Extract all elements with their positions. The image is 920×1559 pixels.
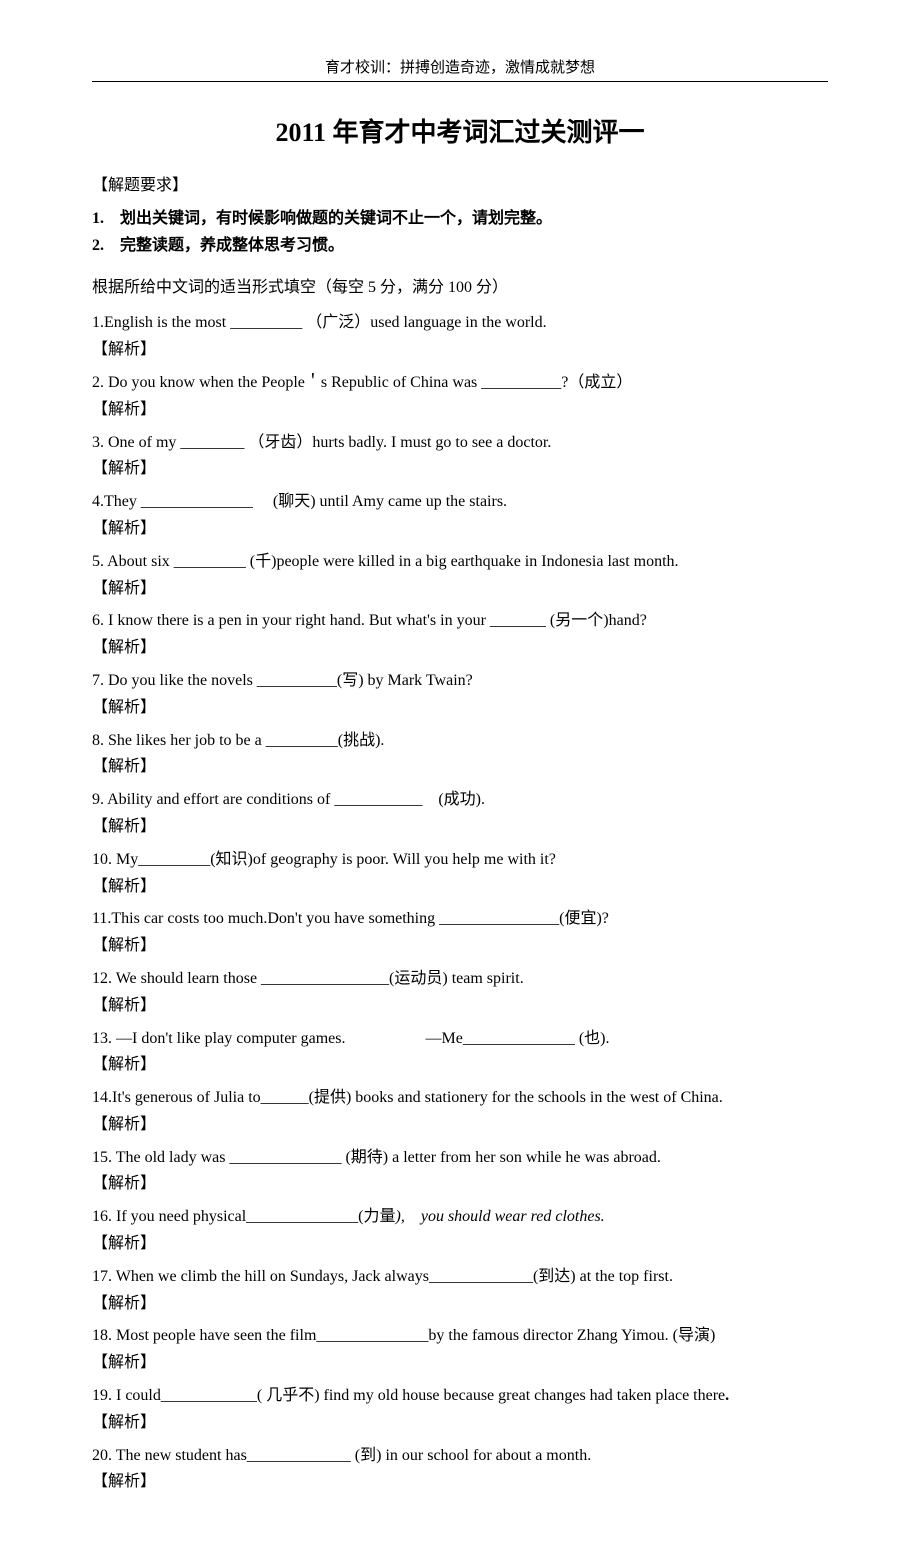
- question: 2. Do you know when the People＇s Republi…: [92, 371, 828, 396]
- question: 4.They ______________ (聊天) until Amy cam…: [92, 490, 828, 515]
- question: 13. —I don't like play computer games. —…: [92, 1027, 828, 1052]
- requirement-item: 2. 完整读题，养成整体思考习惯。: [92, 232, 828, 259]
- question: 20. The new student has_____________ (到)…: [92, 1444, 828, 1469]
- requirements-list: 1. 划出关键词，有时候影响做题的关键词不止一个，请划完整。 2. 完整读题，养…: [92, 205, 828, 259]
- q19-bold: .: [725, 1387, 729, 1404]
- question: 3. One of my ________ （牙齿）hurts badly. I…: [92, 431, 828, 456]
- question: 14.It's generous of Julia to______(提供) b…: [92, 1086, 828, 1111]
- question: 1.English is the most _________ （广泛）used…: [92, 311, 828, 336]
- question: 18. Most people have seen the film______…: [92, 1324, 828, 1349]
- analysis-label: 【解析】: [92, 1470, 828, 1495]
- analysis-label: 【解析】: [92, 755, 828, 780]
- analysis-label: 【解析】: [92, 696, 828, 721]
- q16-italic: ), you should wear red clothes.: [396, 1208, 605, 1225]
- header-motto: 育才校训：拼搏创造奇迹，激情成就梦想: [92, 56, 828, 77]
- analysis-label: 【解析】: [92, 994, 828, 1019]
- document-title: 2011 年育才中考词汇过关测评一: [92, 112, 828, 149]
- analysis-label: 【解析】: [92, 1232, 828, 1257]
- analysis-label: 【解析】: [92, 1292, 828, 1317]
- q16-part-a: 16. If you need physical______________(力…: [92, 1208, 396, 1225]
- question: 11.This car costs too much.Don't you hav…: [92, 907, 828, 932]
- question: 10. My_________(知识)of geography is poor.…: [92, 848, 828, 873]
- analysis-label: 【解析】: [92, 934, 828, 959]
- analysis-label: 【解析】: [92, 398, 828, 423]
- analysis-label: 【解析】: [92, 457, 828, 482]
- page: 育才校训：拼搏创造奇迹，激情成就梦想 2011 年育才中考词汇过关测评一 【解题…: [0, 0, 920, 1559]
- analysis-label: 【解析】: [92, 1411, 828, 1436]
- question: 7. Do you like the novels __________(写) …: [92, 669, 828, 694]
- question: 17. When we climb the hill on Sundays, J…: [92, 1265, 828, 1290]
- question: 19. I could____________( 几乎不) find my ol…: [92, 1384, 828, 1409]
- header-rule: [92, 81, 828, 82]
- analysis-label: 【解析】: [92, 1053, 828, 1078]
- question: 6. I know there is a pen in your right h…: [92, 609, 828, 634]
- analysis-label: 【解析】: [92, 577, 828, 602]
- question: 12. We should learn those ______________…: [92, 967, 828, 992]
- q19-part-a: 19. I could____________( 几乎不) find my ol…: [92, 1387, 725, 1404]
- question: 8. She likes her job to be a _________(挑…: [92, 729, 828, 754]
- scoring-note: 根据所给中文词的适当形式填空（每空 5 分，满分 100 分）: [92, 273, 828, 297]
- analysis-label: 【解析】: [92, 1113, 828, 1138]
- analysis-label: 【解析】: [92, 636, 828, 661]
- analysis-label: 【解析】: [92, 875, 828, 900]
- analysis-label: 【解析】: [92, 1172, 828, 1197]
- question: 5. About six _________ (千)people were ki…: [92, 550, 828, 575]
- question: 9. Ability and effort are conditions of …: [92, 788, 828, 813]
- requirement-item: 1. 划出关键词，有时候影响做题的关键词不止一个，请划完整。: [92, 205, 828, 232]
- question: 16. If you need physical______________(力…: [92, 1205, 828, 1230]
- requirements-label: 【解题要求】: [92, 171, 828, 195]
- analysis-label: 【解析】: [92, 517, 828, 542]
- question: 15. The old lady was ______________ (期待)…: [92, 1146, 828, 1171]
- analysis-label: 【解析】: [92, 338, 828, 363]
- analysis-label: 【解析】: [92, 1351, 828, 1376]
- questions-block: 1.English is the most _________ （广泛）used…: [92, 311, 828, 1495]
- analysis-label: 【解析】: [92, 815, 828, 840]
